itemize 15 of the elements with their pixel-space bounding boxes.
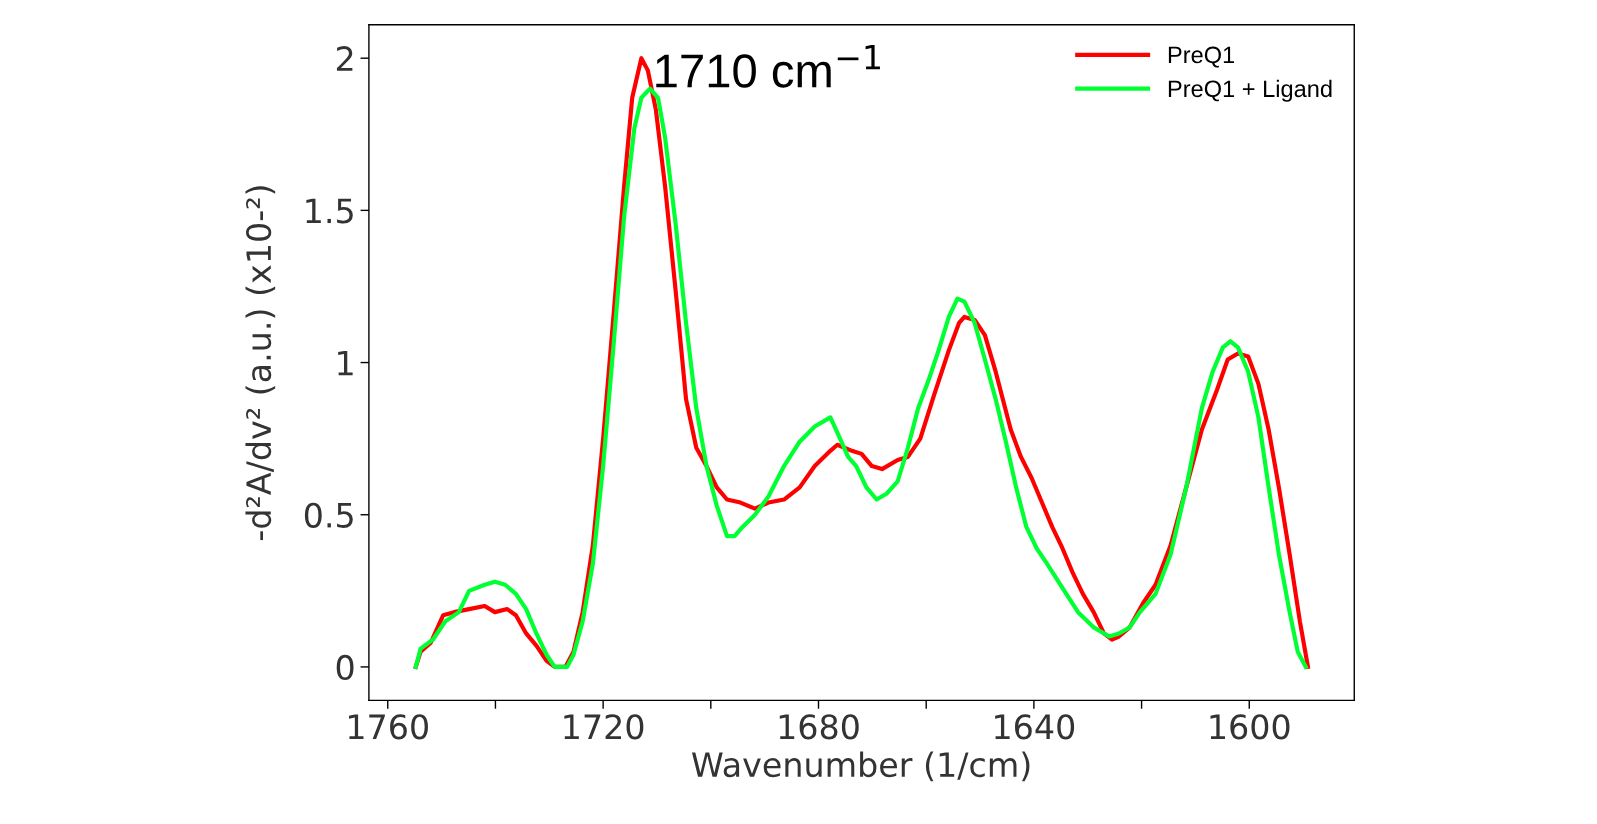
- y-tick-label: 1: [338, 350, 353, 376]
- annotation: 1710 cm$^{−1}$: [656, 45, 880, 88]
- legend-label: PreQ1 + Ligand: [1168, 79, 1332, 102]
- x-tick-label: 1600: [1210, 714, 1290, 740]
- x-axis-title: Wavenumber (1/cm): [691, 751, 1030, 782]
- x-tick-label: 1760: [349, 714, 428, 740]
- y-tick-label: 0.5: [304, 502, 353, 528]
- y-axis-title: -d²A/dv² (a.u.) (x10-²): [245, 186, 276, 541]
- y-tick-label: 0: [336, 654, 354, 681]
- x-tick-label: 1720: [564, 714, 644, 740]
- x-tick-label: 1680: [779, 714, 859, 740]
- y-tick-label: 2: [336, 46, 353, 71]
- y-tick-label: 1.5: [306, 198, 353, 224]
- x-tick-label: 1640: [995, 714, 1075, 740]
- legend-label: PreQ1: [1168, 46, 1235, 68]
